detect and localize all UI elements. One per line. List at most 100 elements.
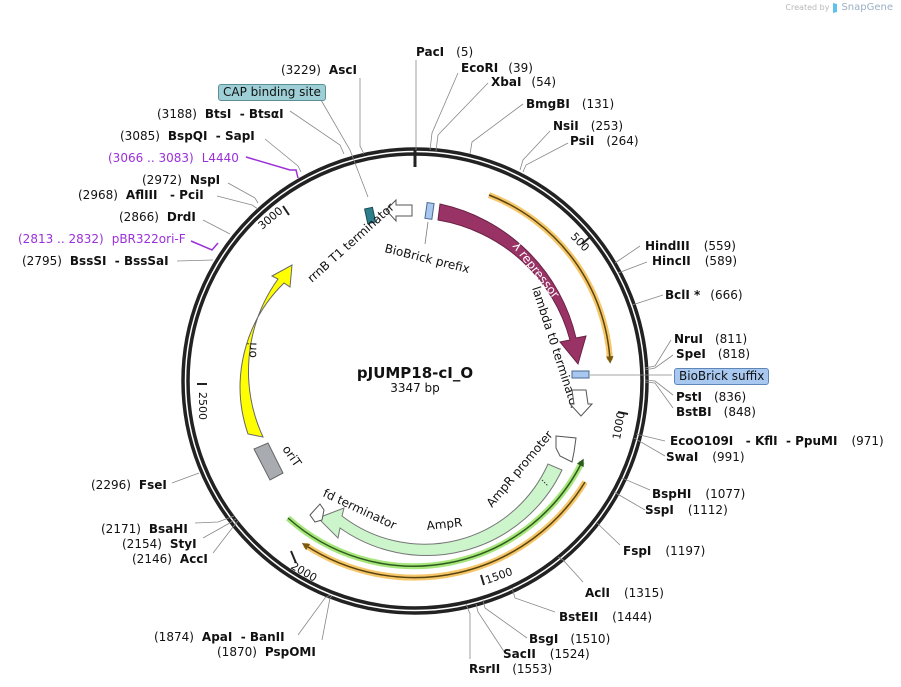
svg-text:BstEII(1444): BstEII (1444) <box>559 610 652 624</box>
site-pos: (1077) <box>705 487 745 501</box>
rrnb-t1-terminator-label: rrnB T1 terminator <box>305 200 397 285</box>
site-pos: (1197) <box>665 544 705 558</box>
site-name: BtsI - BtsαI <box>205 107 284 121</box>
svg-text:SpeI(818): SpeI (818) <box>676 347 750 361</box>
cap-binding-site-label[interactable]: CAP binding site <box>218 84 326 101</box>
site-pos: (1315) <box>624 586 664 600</box>
svg-text:SwaI(991): SwaI (991) <box>666 450 745 464</box>
site-pos: (1444) <box>612 610 652 624</box>
feature-lambda-repressor[interactable]: λ repressor <box>437 203 587 366</box>
site-name: BstBI <box>676 405 712 419</box>
svg-text:PsiI(264): PsiI (264) <box>570 134 639 148</box>
site-name: HindIII <box>645 239 690 253</box>
svg-text:(2813 .. 2832)pBR322ori-F: (2813 .. 2832) pBR322ori-F <box>18 232 186 246</box>
biobrick-prefix-shape[interactable] <box>424 201 435 220</box>
site-name: BstEII <box>559 610 598 624</box>
site-pos: (2146) <box>132 552 172 566</box>
svg-text:NruI(811): NruI (811) <box>674 332 747 346</box>
biobrick-suffix-shape[interactable] <box>571 370 590 379</box>
site-name: BsgI <box>529 632 558 646</box>
site-pos: (559) <box>704 239 736 253</box>
plasmid-name: pJUMP18-cI_O <box>357 364 473 382</box>
site-name: BmgBI <box>526 97 570 111</box>
site-name: FseI <box>139 478 167 492</box>
site-name: BsaHI <box>149 522 188 536</box>
svg-text:(3229)AscI: (3229) AscI <box>281 63 357 77</box>
site-name: SacII <box>503 647 536 661</box>
site-name: AclI <box>585 586 610 600</box>
svg-text:(2146)AccI: (2146) AccI <box>132 552 208 566</box>
ampr-label: AmpR <box>426 515 463 533</box>
snapgene-logo-icon <box>833 2 838 13</box>
svg-text:(2154)StyI: (2154) StyI <box>122 537 197 551</box>
biobrick-suffix-label[interactable]: BioBrick suffix <box>674 368 770 385</box>
tick-label-1000: 1000 <box>610 411 628 441</box>
site-pos: (2296) <box>91 478 131 492</box>
svg-text:EcoO109I - KflI - PpuMI(971: EcoO109I - KflI - PpuMI (971) <box>670 434 884 448</box>
site-pos: (811) <box>715 332 747 346</box>
svg-text:(2972)NspI: (2972) NspI <box>142 173 220 187</box>
feature-ori[interactable]: ori <box>239 264 293 438</box>
svg-text:EcoRI(39): EcoRI (39) <box>461 61 533 75</box>
site-pos: (3085) <box>120 129 160 143</box>
svg-text:(3066 .. 3083)L4440: (3066 .. 3083) L4440 <box>108 151 239 165</box>
svg-text:BstBI(848): BstBI (848) <box>676 405 756 419</box>
ampr-promoter-arrow[interactable] <box>555 435 577 463</box>
svg-text:BspHI(1077): BspHI (1077) <box>652 487 745 501</box>
site-name: PspOMI <box>265 645 316 659</box>
svg-text:RsrII(1553): RsrII (1553) <box>469 662 552 676</box>
site-pos: (2154) <box>122 537 162 551</box>
snapgene-credit: Created by SnapGene <box>785 2 893 13</box>
svg-text:NsiI(253): NsiI (253) <box>553 119 623 133</box>
svg-text:XbaI(54): XbaI (54) <box>491 75 556 89</box>
site-name: PacI <box>416 45 444 59</box>
lambda-t0-terminator-shape[interactable] <box>568 389 594 417</box>
site-pos: (264) <box>606 134 638 148</box>
svg-text:(1870)PspOMI: (1870) PspOMI <box>217 645 316 659</box>
site-pos: (1112) <box>688 503 728 517</box>
site-name: BclI * <box>665 288 701 302</box>
site-name: BspQI - SapI <box>168 129 255 143</box>
site-pos: (971) <box>851 434 883 448</box>
site-labels: PacI (5) EcoRI (39) XbaI (54) BmgBI (131) Ns… <box>18 45 884 676</box>
primer-name: L4440 <box>202 151 239 165</box>
site-name: RsrII <box>469 662 500 676</box>
site-name: BssSI - BssSaI <box>70 254 169 268</box>
svg-text:(2968)AflIII - PciI: (2968) AflIII - PciI <box>78 188 204 202</box>
site-name: PstI <box>676 390 702 404</box>
site-pos: (666) <box>710 288 742 302</box>
primer-markers <box>190 156 299 251</box>
site-pos: (2968) <box>78 188 118 202</box>
rrnb-t1-shape-block[interactable] <box>364 206 377 225</box>
svg-text:PacI(5): PacI (5) <box>416 45 473 59</box>
primer-range: (2813 .. 2832) <box>18 232 104 246</box>
tick-label-2500: 2500 <box>196 392 209 420</box>
site-pos: (818) <box>718 347 750 361</box>
svg-text:(2171)BsaHI: (2171) BsaHI <box>101 522 188 536</box>
site-pos: (2972) <box>142 173 182 187</box>
svg-text:(2866)DrdI: (2866) DrdI <box>119 210 196 224</box>
svg-text:HindIII(559): HindIII (559) <box>645 239 736 253</box>
site-name: EcoO109I - KflI - PpuMI <box>670 434 837 448</box>
feature-orit[interactable]: oriT <box>253 442 305 481</box>
svg-text:FspI(1197): FspI (1197) <box>623 544 705 558</box>
site-name: DrdI <box>167 210 196 224</box>
site-pos: (1510) <box>570 632 610 646</box>
site-name: AflIII - PciI <box>126 188 204 202</box>
site-leader-lines <box>171 60 674 659</box>
fd-terminator-arrow[interactable] <box>309 503 325 523</box>
site-name: EcoRI <box>461 61 498 75</box>
site-pos: (2795) <box>22 254 62 268</box>
svg-text:AclI(1315): AclI (1315) <box>585 586 664 600</box>
feature-ampr[interactable]: AmpR <box>317 463 563 556</box>
site-name: FspI <box>623 544 651 558</box>
backbone <box>181 147 649 615</box>
credit-brand: SnapGene <box>841 2 893 13</box>
svg-text:SacII(1524): SacII (1524) <box>503 647 590 661</box>
site-pos: (1553) <box>512 662 552 676</box>
site-pos: (1524) <box>550 647 590 661</box>
site-pos: (836) <box>714 390 746 404</box>
rrnb-t1-terminator-arrow[interactable] <box>385 198 413 223</box>
site-name: SwaI <box>666 450 698 464</box>
site-name: AccI <box>180 552 208 566</box>
